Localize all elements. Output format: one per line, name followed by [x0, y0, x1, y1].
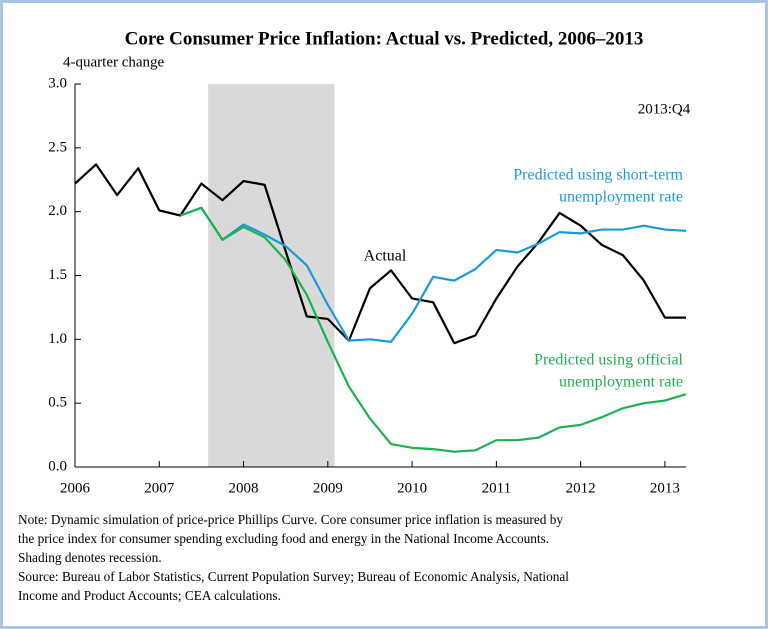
x-tick-label: 2006: [60, 480, 91, 496]
x-tick-label: 2007: [144, 480, 175, 496]
y-tick-label: 0.5: [48, 395, 67, 411]
note-line: Source: Bureau of Labor Statistics, Curr…: [18, 569, 569, 584]
y-axis-label: 4-quarter change: [63, 54, 165, 70]
recession-shading: [208, 84, 335, 467]
x-tick-label: 2008: [229, 480, 259, 496]
x-tick-label: 2009: [313, 480, 343, 496]
note-line: Income and Product Accounts; CEA calcula…: [18, 588, 281, 603]
y-tick-label: 2.0: [48, 203, 67, 219]
series-line: [74, 163, 686, 345]
y-tick-label: 1.5: [48, 267, 67, 283]
x-tick-label: 2011: [482, 480, 511, 496]
x-tick-label: 2010: [397, 480, 427, 496]
series-label: Predicted using official: [534, 352, 684, 369]
note-line: Note: Dynamic simulation of price-price …: [18, 512, 563, 527]
series-line: [179, 206, 687, 453]
period-label: 2013:Q4: [638, 101, 691, 117]
chart-title: Core Consumer Price Inflation: Actual vs…: [125, 28, 644, 49]
y-tick-label: 0.0: [48, 458, 67, 474]
series-label: Actual: [364, 248, 407, 265]
x-tick-label: 2012: [566, 480, 596, 496]
y-tick-label: 2.5: [48, 139, 67, 155]
series-label: unemployment rate: [559, 189, 683, 206]
series-label: Predicted using short-term: [513, 167, 683, 184]
y-tick-label: 3.0: [48, 75, 67, 91]
series-line: [179, 206, 687, 343]
x-tick-label: 2013: [650, 480, 680, 496]
series-label: unemployment rate: [559, 374, 683, 391]
note-line: Shading denotes recession.: [18, 550, 162, 565]
note-line: the price index for consumer spending ex…: [18, 531, 549, 546]
y-tick-label: 1.0: [48, 331, 67, 347]
